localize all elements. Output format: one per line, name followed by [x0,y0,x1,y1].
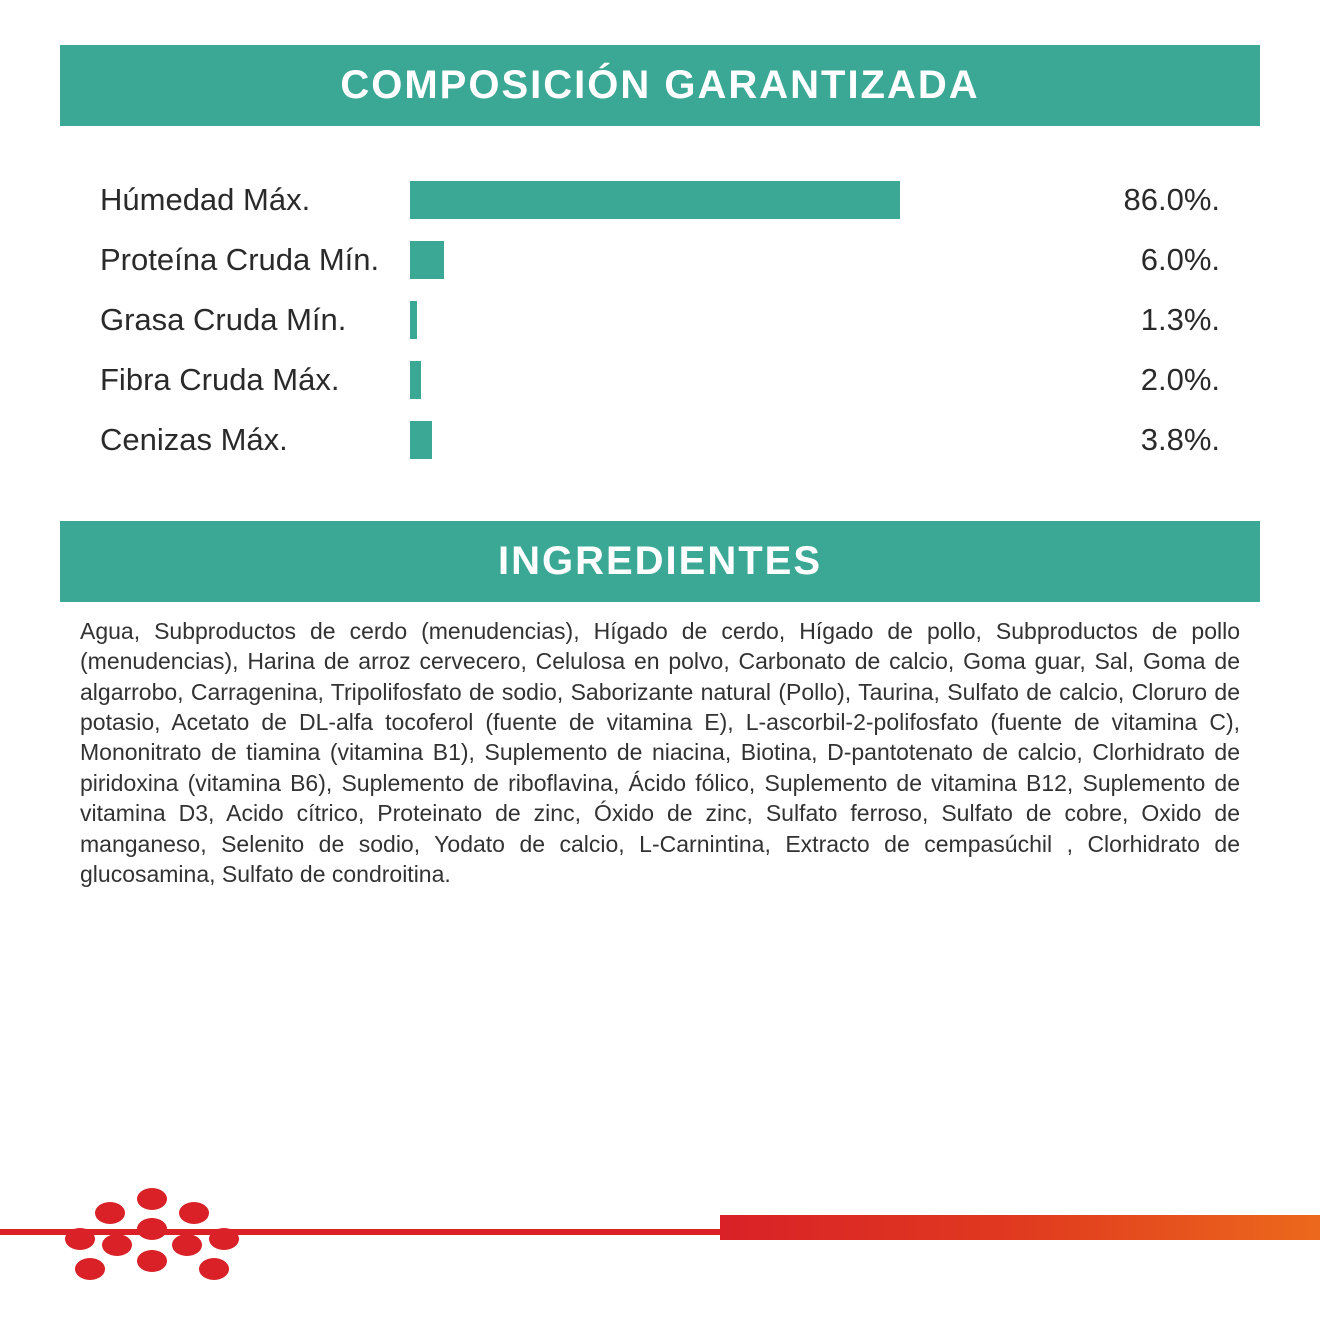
chart-label: Proteína Cruda Mín. [100,242,410,278]
chart-bar [410,301,417,339]
chart-bar [410,361,421,399]
chart-bar [410,421,432,459]
chart-bar-container [410,181,980,219]
chart-value: 3.8%. [980,422,1220,458]
chart-bar-container [410,241,980,279]
chart-bar-container [410,421,980,459]
chart-value: 2.0%. [980,362,1220,398]
chart-value: 86.0%. [980,182,1220,218]
chart-bar [410,181,900,219]
chart-row: Húmedad Máx. 86.0%. [100,181,1220,219]
chart-label: Fibra Cruda Máx. [100,362,410,398]
chart-label: Húmedad Máx. [100,182,410,218]
chart-label: Grasa Cruda Mín. [100,302,410,338]
composition-chart: Húmedad Máx. 86.0%. Proteína Cruda Mín. 6.0… [60,126,1260,521]
chart-value: 6.0%. [980,242,1220,278]
ingredients-text: Agua, Subproductos de cerdo (menudencias… [60,602,1260,899]
ingredients-header: INGREDIENTES [60,521,1260,602]
crown-logo-icon [62,1187,242,1282]
footer [0,1165,1320,1320]
chart-bar [410,241,444,279]
chart-label: Cenizas Máx. [100,422,410,458]
chart-row: Proteína Cruda Mín. 6.0%. [100,241,1220,279]
chart-row: Fibra Cruda Máx. 2.0%. [100,361,1220,399]
chart-bar-container [410,361,980,399]
main-container: COMPOSICIÓN GARANTIZADA Húmedad Máx. 86.0… [0,0,1320,899]
chart-row: Grasa Cruda Mín. 1.3%. [100,301,1220,339]
chart-value: 1.3%. [980,302,1220,338]
composition-header: COMPOSICIÓN GARANTIZADA [60,45,1260,126]
chart-bar-container [410,301,980,339]
footer-gradient-bar [720,1215,1320,1240]
chart-row: Cenizas Máx. 3.8%. [100,421,1220,459]
